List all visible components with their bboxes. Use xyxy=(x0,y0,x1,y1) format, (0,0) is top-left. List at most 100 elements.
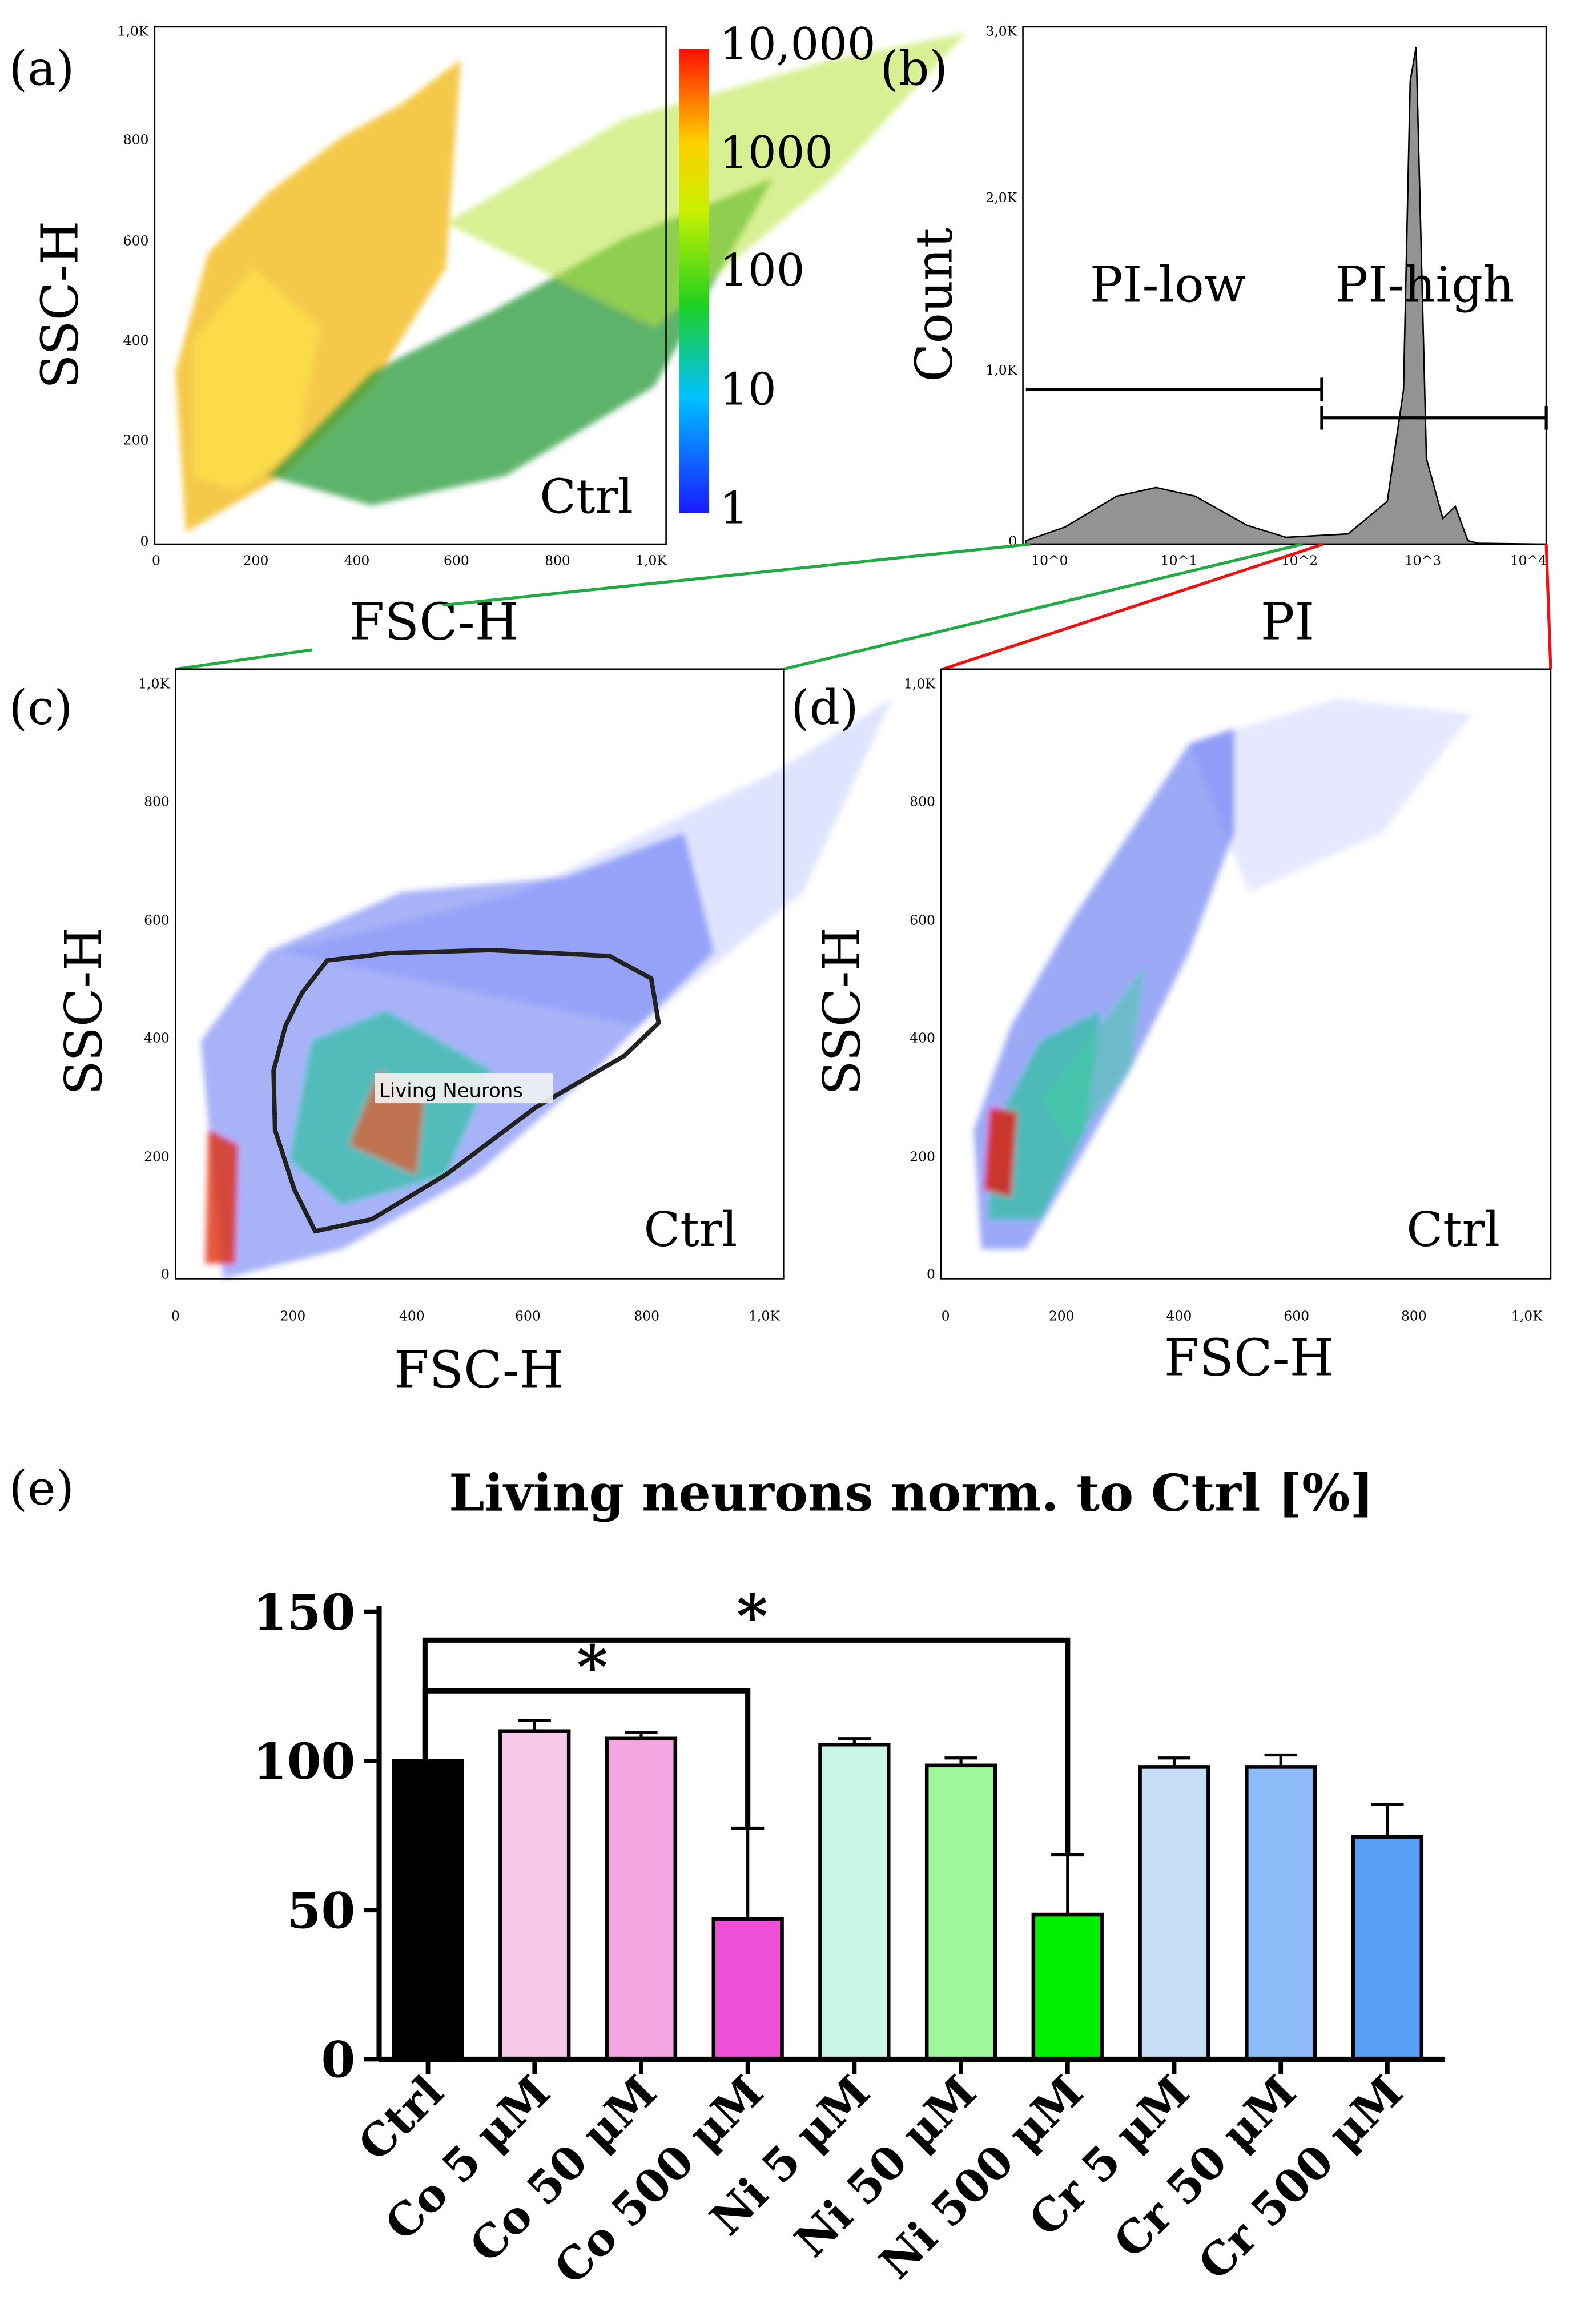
panel-d-ytick: 600 xyxy=(910,912,935,928)
panel-c-gate-label: Living Neurons xyxy=(379,1080,523,1102)
y-tick-label: 100 xyxy=(253,1733,355,1791)
significance-bracket xyxy=(422,1637,1071,1855)
panel-b-xtick: 10^0 xyxy=(1031,553,1068,569)
panel-e-letter: (e) xyxy=(9,1461,74,1516)
panel-c-xtick: 200 xyxy=(280,1308,306,1324)
panel-c-xtick: 800 xyxy=(634,1308,659,1324)
bar-1 xyxy=(498,1729,571,2061)
panel-a-scatter-cloud xyxy=(175,33,967,533)
panel-a-ytick: 600 xyxy=(123,233,149,249)
panel-a-xtick: 400 xyxy=(344,553,370,569)
panel-d-xlabel: FSC-H xyxy=(1164,1329,1334,1388)
panel-d-letter: (d) xyxy=(791,680,858,735)
panel-a-letter: (a) xyxy=(9,41,75,96)
panel-d-xtick: 600 xyxy=(1284,1308,1309,1324)
y-tick-label: 50 xyxy=(287,1882,356,1940)
panel-a-y-ticks: 0 200 400 600 800 1,0K xyxy=(118,23,149,549)
panel-e: (e) Living neurons norm. to Ctrl [%] 0 50… xyxy=(9,1461,1446,2295)
panel-b-ylabel: Count xyxy=(905,228,964,383)
panel-c-y-ticks: 0 200 400 600 800 1,0K xyxy=(138,676,170,1282)
panel-a-ytick: 400 xyxy=(123,332,149,348)
connector-green-left xyxy=(442,542,1031,607)
panel-d-ylabel: SSC-H xyxy=(812,927,871,1095)
bar-0 xyxy=(392,1759,464,2061)
panel-d-plot-frame xyxy=(940,668,1552,1280)
panel-a-xtick: 1,0K xyxy=(635,553,667,569)
panel-d-ytick: 200 xyxy=(910,1149,935,1165)
connector-green-right xyxy=(783,542,1303,671)
panel-c-ctrl-label: Ctrl xyxy=(644,1202,738,1257)
panel-a-ytick: 200 xyxy=(123,432,149,448)
panel-a-ctrl-label: Ctrl xyxy=(540,469,633,524)
panel-b-y-ticks: 0 1,0K 2,0K 3,0K xyxy=(985,23,1017,549)
panel-c-ytick: 200 xyxy=(144,1149,170,1165)
panel-d-ytick: 0 xyxy=(927,1266,935,1282)
panel-c-xtick: 400 xyxy=(399,1308,425,1324)
panel-a-xtick: 800 xyxy=(545,553,570,569)
panel-a-ylabel: SSC-H xyxy=(30,221,89,389)
connector-red-right xyxy=(1544,544,1552,669)
panel-e-title: Living neurons norm. to Ctrl [%] xyxy=(449,1463,1374,1523)
panel-c-letter: (c) xyxy=(9,680,73,735)
panel-b-ytick: 1,0K xyxy=(985,362,1017,378)
panel-d-y-ticks: 0 200 400 600 800 1,0K xyxy=(904,676,935,1282)
connector-red-left xyxy=(942,542,1324,671)
y-tick-label: 150 xyxy=(253,1584,355,1642)
bar-9 xyxy=(1351,1835,1424,2061)
panel-b-xlabel: PI xyxy=(1261,593,1315,652)
panel-d-ytick: 400 xyxy=(910,1030,935,1046)
panel-b: (b) 0 1,0K 2,0K 3,0K 10^0 10^1 10^2 10^3… xyxy=(880,23,1548,652)
panel-a-colorbar-ticks: 10,000 1000 100 10 1 xyxy=(719,18,875,534)
panel-b-histogram xyxy=(1025,46,1547,545)
panel-a-ytick: 1,0K xyxy=(118,23,149,39)
panel-c-ytick: 600 xyxy=(144,912,170,928)
panel-a-xtick: 600 xyxy=(444,553,469,569)
panel-c-ytick: 800 xyxy=(144,793,170,809)
panel-b-gate-high xyxy=(1320,405,1548,430)
panel-d-x-ticks: 0 200 400 600 800 1,0K xyxy=(942,1308,1543,1324)
y-tick-label: 0 xyxy=(321,2032,356,2089)
panel-a-ytick: 0 xyxy=(140,533,148,549)
panel-c-plot-frame xyxy=(174,668,785,1280)
bar-5 xyxy=(924,1763,997,2061)
panel-a: (a) 0 200 400 600 800 1,0K 0 200 400 600… xyxy=(9,18,967,652)
connector-green-left xyxy=(175,648,313,671)
gate-connector-lines xyxy=(175,542,1552,671)
panel-b-ytick: 2,0K xyxy=(985,190,1017,206)
colorbar-tick: 10 xyxy=(719,363,776,415)
panel-b-plot-frame xyxy=(1022,26,1547,545)
panel-b-xtick: 10^4 xyxy=(1510,553,1547,569)
panel-c-gate-label-box xyxy=(375,1073,553,1104)
panel-c-ytick: 1,0K xyxy=(138,676,170,692)
panel-d: (d) 0 200 400 600 800 1,0K 0 200 400 600… xyxy=(791,668,1552,1388)
panel-c-scatter-cloud xyxy=(200,698,892,1279)
colorbar-tick: 10,000 xyxy=(719,18,875,70)
panel-a-plot-frame xyxy=(154,26,667,545)
panel-a-colorbar xyxy=(679,49,710,513)
bar-4 xyxy=(818,1742,891,2061)
bar-3 xyxy=(711,1917,784,2061)
panel-c: (c) Living Neurons 0 200 400 600 800 1,0… xyxy=(9,668,892,1400)
panel-d-scatter-cloud xyxy=(973,698,1472,1249)
panel-b-xtick: 10^3 xyxy=(1405,553,1441,569)
panel-d-xtick: 1,0K xyxy=(1511,1308,1543,1324)
panel-c-xtick: 0 xyxy=(171,1308,180,1324)
significance-star: * xyxy=(737,1581,767,1651)
panel-a-ytick: 800 xyxy=(123,132,149,148)
panel-a-xlabel: FSC-H xyxy=(349,593,519,652)
colorbar-tick: 1 xyxy=(719,483,748,534)
panel-c-xtick: 600 xyxy=(515,1308,541,1324)
panel-b-gate-low-label: PI-low xyxy=(1090,257,1246,314)
bar-6 xyxy=(1031,1912,1104,2061)
bar-2 xyxy=(605,1736,678,2061)
bar-7 xyxy=(1138,1765,1210,2061)
panel-c-ytick: 400 xyxy=(144,1030,170,1046)
panel-c-ylabel: SSC-H xyxy=(54,927,113,1095)
panel-b-gate-low xyxy=(1025,377,1323,402)
panel-c-xtick: 1,0K xyxy=(749,1308,780,1324)
colorbar-tick: 100 xyxy=(719,244,804,296)
bar-8 xyxy=(1245,1765,1317,2061)
panel-b-xtick: 10^1 xyxy=(1161,553,1197,569)
significance-bracket xyxy=(422,1688,751,1828)
